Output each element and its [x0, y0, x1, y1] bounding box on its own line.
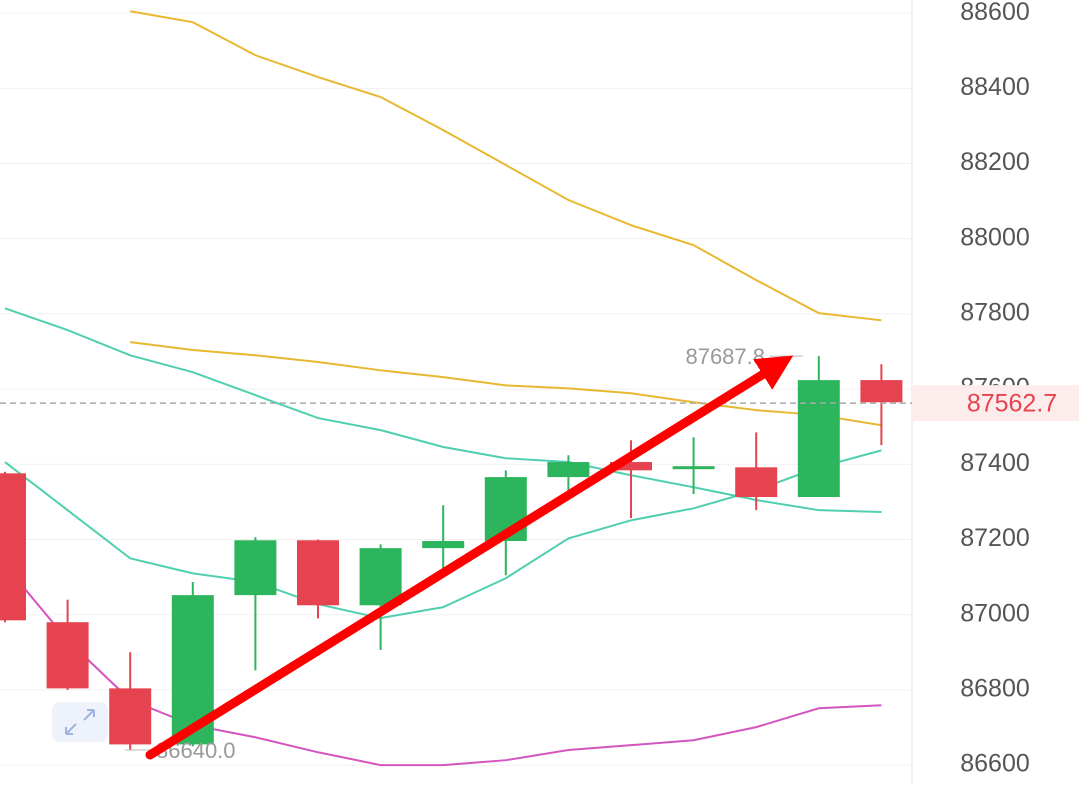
last-price-tag: [912, 385, 1079, 422]
trend-arrow: [145, 355, 794, 760]
y-tick-label: 88600: [960, 0, 1030, 26]
candle-body: [297, 540, 339, 606]
candle-body: [109, 688, 152, 745]
candle-body: [0, 473, 26, 621]
candle-body: [422, 541, 465, 549]
y-tick-label: 88000: [960, 223, 1030, 251]
y-tick-label: 86600: [960, 750, 1030, 778]
expand-icon: [52, 702, 108, 742]
y-tick-label: 87000: [960, 599, 1030, 627]
y-tick-label: 87800: [960, 299, 1030, 327]
y-tick-label: 87400: [960, 449, 1030, 477]
candle-body: [735, 467, 778, 498]
indicator-line: [130, 10, 882, 322]
candle-body: [860, 380, 903, 403]
y-tick-label: 88200: [960, 148, 1030, 176]
y-tick-label: 86800: [960, 674, 1030, 702]
y-tick-label: 87200: [960, 524, 1030, 552]
candle-body: [672, 466, 715, 470]
candle-body: [359, 548, 402, 606]
candle-body: [46, 622, 89, 689]
candle-body: [547, 462, 590, 478]
last-price-label: 87562.7: [967, 390, 1057, 418]
candle-body: [234, 540, 277, 596]
indicator-line: [130, 341, 882, 427]
high-label: 87687.8: [685, 344, 765, 369]
y-tick-label: 88400: [960, 73, 1030, 101]
candle-body: [610, 462, 652, 471]
candle-body: [797, 380, 840, 498]
